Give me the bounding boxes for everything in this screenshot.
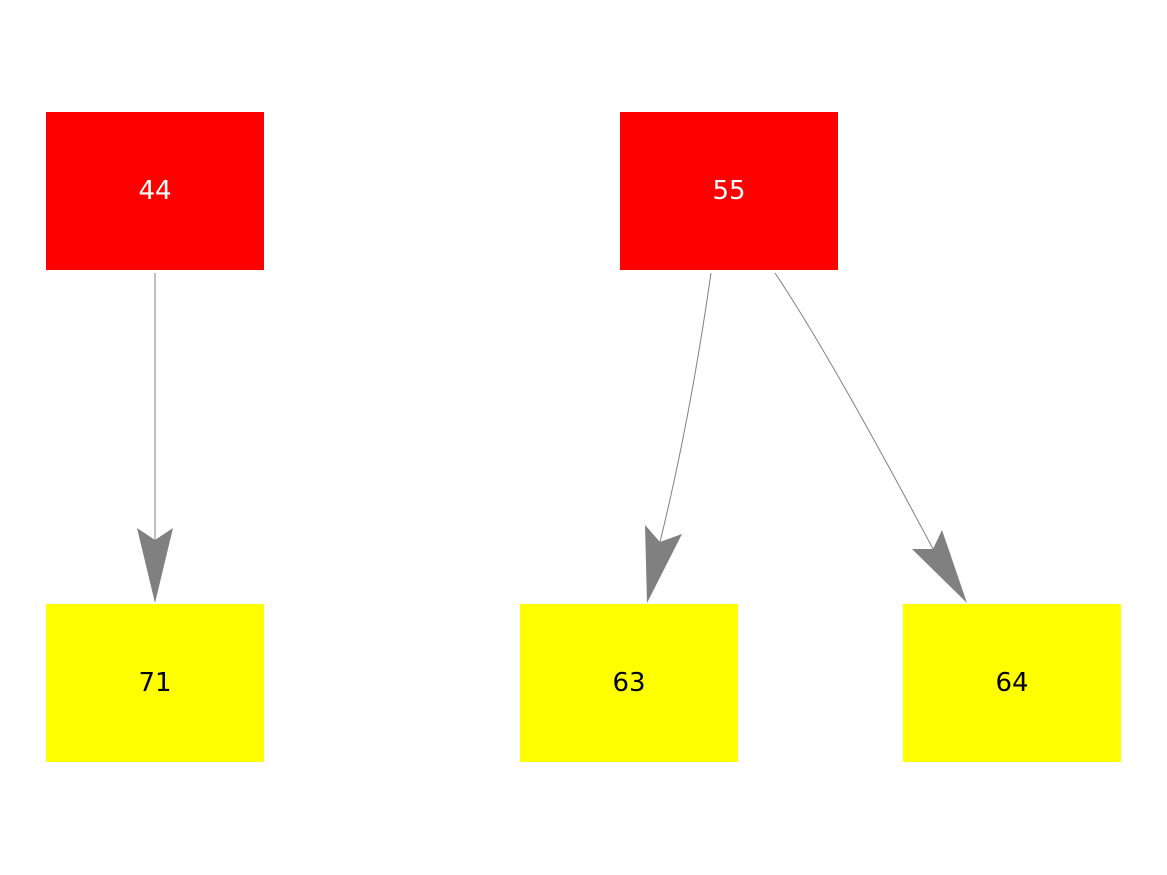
edge-55-64 bbox=[774, 272, 967, 603]
node-63: 63 bbox=[520, 604, 738, 762]
node-label: 63 bbox=[612, 668, 646, 698]
node-label: 71 bbox=[138, 668, 172, 698]
node-71: 71 bbox=[46, 604, 264, 762]
arrowhead-icon bbox=[645, 525, 682, 603]
arrowhead-icon bbox=[137, 528, 173, 603]
node-64: 64 bbox=[903, 604, 1121, 762]
node-label: 64 bbox=[995, 668, 1029, 698]
node-44: 44 bbox=[46, 112, 264, 270]
edge-44-71 bbox=[137, 273, 173, 603]
node-label: 55 bbox=[712, 176, 746, 206]
node-label: 44 bbox=[138, 176, 172, 206]
arrowhead-icon bbox=[912, 530, 967, 603]
edge-55-63 bbox=[645, 272, 712, 603]
node-55: 55 bbox=[620, 112, 838, 270]
